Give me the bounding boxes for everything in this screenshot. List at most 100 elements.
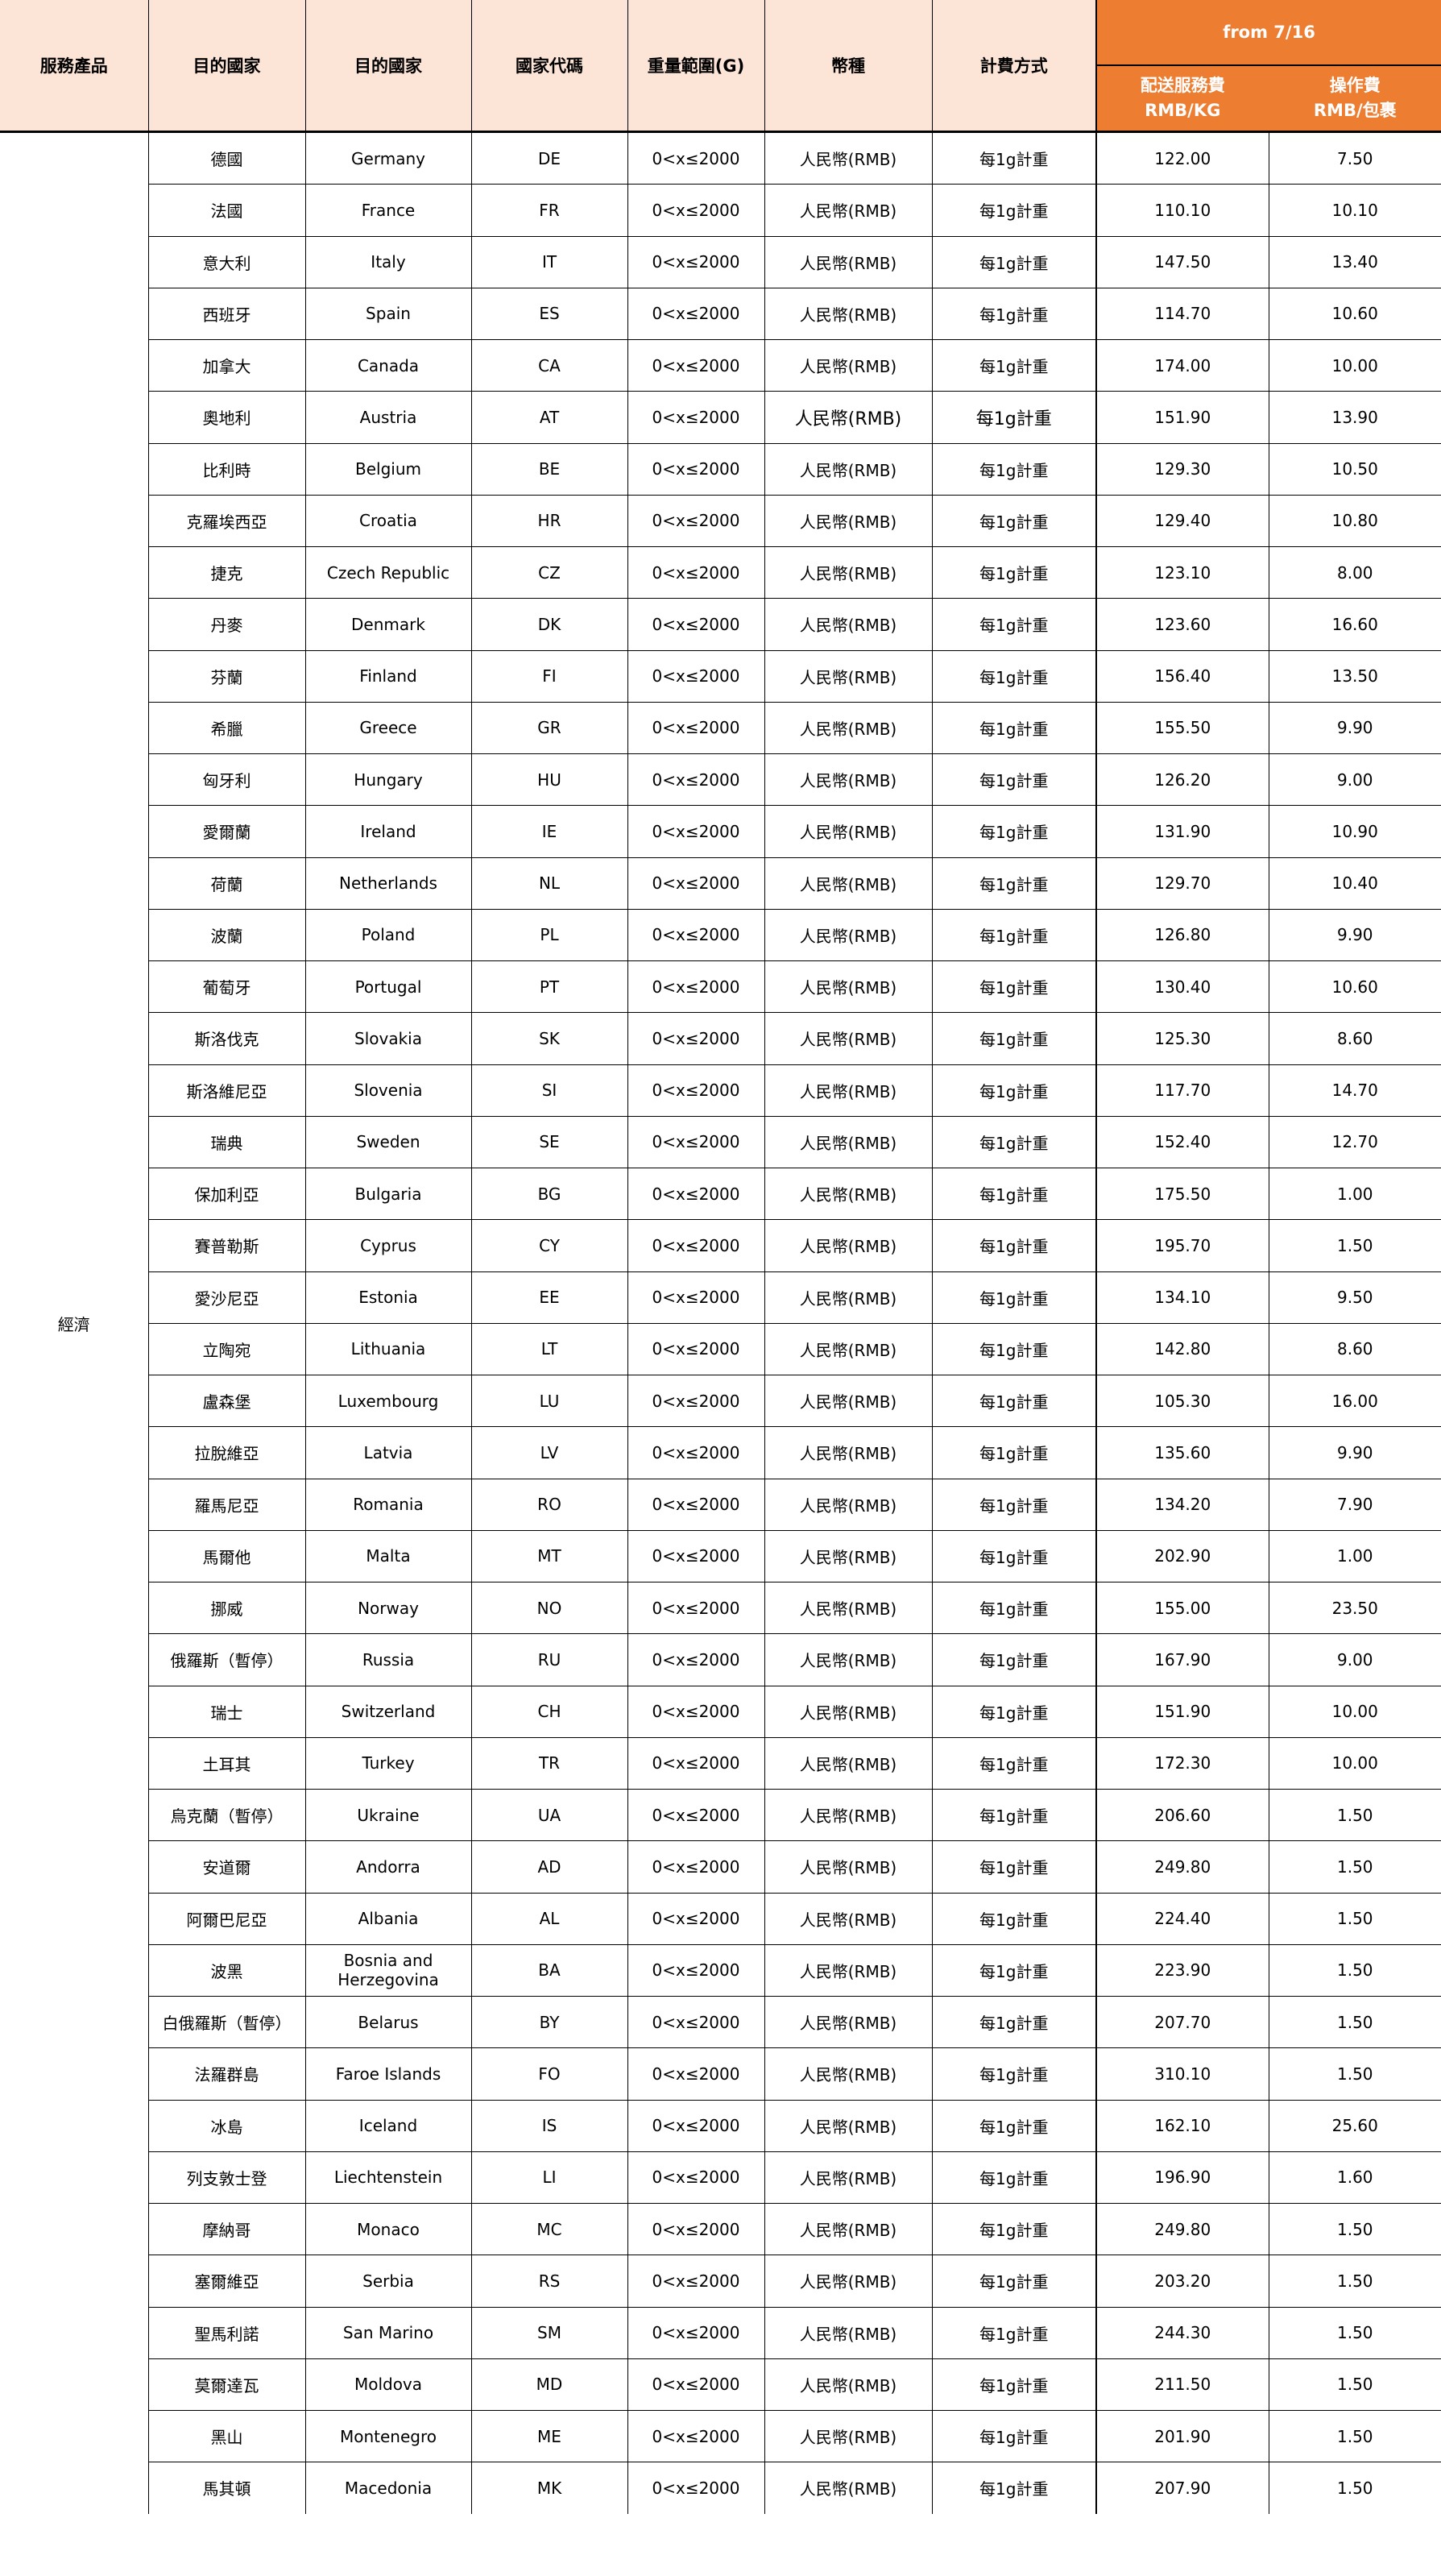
table-row: 摩納哥 Monaco MC 0<x≤2000 人民幣(RMB) 每1g計重 249.80 1.… bbox=[0, 2202, 1441, 2255]
cell-code: MT bbox=[470, 1529, 627, 1583]
cell-en: Albania bbox=[304, 1892, 471, 1945]
cell-zh: 愛爾蘭 bbox=[147, 805, 305, 857]
cell-currency: 人民幣(RMB) bbox=[764, 1478, 932, 1531]
cell-en: Monaco bbox=[304, 2202, 471, 2255]
cell-zh: 加拿大 bbox=[147, 338, 305, 392]
cell-handling: 1.50 bbox=[1268, 2255, 1441, 2307]
cell-en: Denmark bbox=[304, 598, 471, 650]
table-row: 克羅埃西亞 Croatia HR 0<x≤2000 人民幣(RMB) 每1g計重 129.4… bbox=[0, 494, 1441, 547]
cell-currency: 人民幣(RMB) bbox=[764, 2047, 932, 2100]
table-row: 奧地利 Austria AT 0<x≤2000 人民幣(RMB) 每1g計重 151.90 1… bbox=[0, 391, 1441, 443]
cell-currency: 人民幣(RMB) bbox=[764, 184, 932, 236]
cell-billing: 每1g計重 bbox=[931, 701, 1096, 754]
header-dest-zh: 目的國家 bbox=[147, 0, 305, 132]
cell-weight: 0<x≤2000 bbox=[627, 2409, 764, 2462]
cell-billing: 每1g計重 bbox=[931, 1064, 1096, 1117]
cell-en: Latvia bbox=[304, 1426, 471, 1479]
cell-billing: 每1g計重 bbox=[931, 1840, 1096, 1893]
cell-en: San Marino bbox=[304, 2306, 471, 2359]
cell-currency: 人民幣(RMB) bbox=[764, 1995, 932, 2048]
cell-weight: 0<x≤2000 bbox=[627, 753, 764, 806]
cell-handling: 1.60 bbox=[1268, 2151, 1441, 2204]
cell-billing: 每1g計重 bbox=[931, 235, 1096, 288]
cell-currency: 人民幣(RMB) bbox=[764, 857, 932, 910]
table-row: 加拿大 Canada CA 0<x≤2000 人民幣(RMB) 每1g計重 174.00 10… bbox=[0, 338, 1441, 392]
cell-billing: 每1g計重 bbox=[931, 2151, 1096, 2204]
cell-weight: 0<x≤2000 bbox=[627, 1219, 764, 1271]
cell-billing: 每1g計重 bbox=[931, 1995, 1096, 2048]
cell-code: MC bbox=[470, 2202, 627, 2255]
cell-billing: 每1g計重 bbox=[931, 805, 1096, 857]
cell-handling: 25.60 bbox=[1268, 2099, 1441, 2152]
cell-fee: 131.90 bbox=[1095, 805, 1269, 857]
cell-en: Poland bbox=[304, 908, 471, 961]
cell-fee: 123.10 bbox=[1095, 545, 1269, 599]
cell-handling: 13.40 bbox=[1268, 235, 1441, 288]
cell-en: Ukraine bbox=[304, 1788, 471, 1841]
table-row: 列支敦士登 Liechtenstein LI 0<x≤2000 人民幣(RMB) 每1g計… bbox=[0, 2151, 1441, 2204]
cell-fee: 125.30 bbox=[1095, 1012, 1269, 1064]
cell-currency: 人民幣(RMB) bbox=[764, 1788, 932, 1841]
cell-code: SK bbox=[470, 1012, 627, 1064]
cell-currency: 人民幣(RMB) bbox=[764, 1374, 932, 1427]
cell-handling: 1.50 bbox=[1268, 2358, 1441, 2411]
cell-currency: 人民幣(RMB) bbox=[764, 391, 932, 443]
cell-en: Belarus bbox=[304, 1995, 471, 2048]
table-row: 法國 France FR 0<x≤2000 人民幣(RMB) 每1g計重 110.10 10.… bbox=[0, 184, 1441, 236]
cell-fee: 211.50 bbox=[1095, 2358, 1269, 2411]
cell-fee: 110.10 bbox=[1095, 184, 1269, 236]
table-row: 烏克蘭（暫停） Ukraine UA 0<x≤2000 人民幣(RMB) 每1g計重 206… bbox=[0, 1788, 1441, 1841]
cell-zh: 奧地利 bbox=[147, 391, 305, 443]
cell-fee: 151.90 bbox=[1095, 1685, 1269, 1738]
cell-code: TR bbox=[470, 1736, 627, 1790]
cell-en: Greece bbox=[304, 701, 471, 754]
cell-fee: 172.30 bbox=[1095, 1736, 1269, 1790]
cell-weight: 0<x≤2000 bbox=[627, 1271, 764, 1324]
cell-currency: 人民幣(RMB) bbox=[764, 1064, 932, 1117]
cell-en: Belgium bbox=[304, 442, 471, 496]
cell-handling: 10.60 bbox=[1268, 960, 1441, 1013]
table-row: 愛沙尼亞 Estonia EE 0<x≤2000 人民幣(RMB) 每1g計重 134.10… bbox=[0, 1271, 1441, 1324]
cell-fee: 207.70 bbox=[1095, 1995, 1269, 2048]
cell-weight: 0<x≤2000 bbox=[627, 2202, 764, 2255]
cell-currency: 人民幣(RMB) bbox=[764, 598, 932, 650]
cell-code: ME bbox=[470, 2409, 627, 2462]
cell-currency: 人民幣(RMB) bbox=[764, 1012, 932, 1064]
cell-en: France bbox=[304, 184, 471, 236]
cell-code: GR bbox=[470, 701, 627, 754]
cell-billing: 每1g計重 bbox=[931, 2099, 1096, 2152]
cell-billing: 每1g計重 bbox=[931, 598, 1096, 650]
cell-en: Sweden bbox=[304, 1115, 471, 1168]
cell-billing: 每1g計重 bbox=[931, 2306, 1096, 2359]
table-row: 波黑 Bosnia and Herzegovina BA 0<x≤2000 人民幣(RM… bbox=[0, 1943, 1441, 1997]
cell-zh: 波黑 bbox=[147, 1943, 305, 1997]
cell-handling: 1.00 bbox=[1268, 1167, 1441, 1220]
table-row: 聖馬利諾 San Marino SM 0<x≤2000 人民幣(RMB) 每1g計重 244… bbox=[0, 2306, 1441, 2359]
cell-billing: 每1g計重 bbox=[931, 2202, 1096, 2255]
cell-billing: 每1g計重 bbox=[931, 2255, 1096, 2307]
cell-handling: 9.90 bbox=[1268, 1426, 1441, 1479]
cell-handling: 9.50 bbox=[1268, 1271, 1441, 1324]
cell-billing: 每1g計重 bbox=[931, 1529, 1096, 1583]
cell-zh: 德國 bbox=[147, 131, 305, 185]
cell-zh: 意大利 bbox=[147, 235, 305, 288]
table-row: 瑞士 Switzerland CH 0<x≤2000 人民幣(RMB) 每1g計重 151.… bbox=[0, 1685, 1441, 1738]
cell-fee: 202.90 bbox=[1095, 1529, 1269, 1583]
cell-weight: 0<x≤2000 bbox=[627, 1840, 764, 1893]
cell-zh: 烏克蘭（暫停） bbox=[147, 1788, 305, 1841]
cell-fee: 249.80 bbox=[1095, 2202, 1269, 2255]
cell-billing: 每1g計重 bbox=[931, 1736, 1096, 1790]
table-row: 愛爾蘭 Ireland IE 0<x≤2000 人民幣(RMB) 每1g計重 131.90 1… bbox=[0, 805, 1441, 857]
cell-currency: 人民幣(RMB) bbox=[764, 2358, 932, 2411]
cell-zh: 俄羅斯（暫停） bbox=[147, 1633, 305, 1686]
cell-en: Bulgaria bbox=[304, 1167, 471, 1220]
cell-billing: 每1g計重 bbox=[931, 649, 1096, 703]
table-row: 挪威 Norway NO 0<x≤2000 人民幣(RMB) 每1g計重 155.00 23.… bbox=[0, 1581, 1441, 1634]
cell-zh: 比利時 bbox=[147, 442, 305, 496]
cell-handling: 9.00 bbox=[1268, 1633, 1441, 1686]
cell-zh: 法國 bbox=[147, 184, 305, 236]
cell-billing: 每1g計重 bbox=[931, 1426, 1096, 1479]
cell-weight: 0<x≤2000 bbox=[627, 2099, 764, 2152]
cell-weight: 0<x≤2000 bbox=[627, 1892, 764, 1945]
cell-currency: 人民幣(RMB) bbox=[764, 649, 932, 703]
